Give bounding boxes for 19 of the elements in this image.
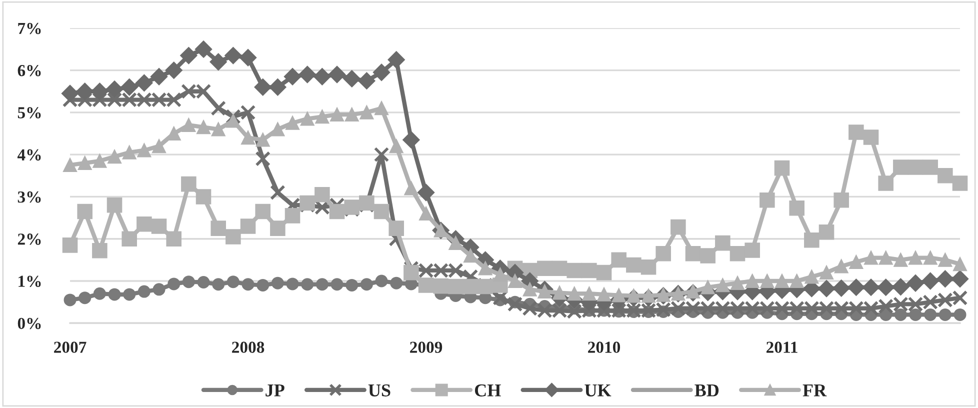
legend-label: BD xyxy=(694,384,719,396)
legend-label: US xyxy=(368,384,390,396)
x-tick-label: 2009 xyxy=(410,342,442,353)
y-tick-label: 5% xyxy=(18,107,41,118)
y-tick-label: 2% xyxy=(18,234,41,245)
y-tick-label: 6% xyxy=(18,64,41,76)
y-tick-label: 3% xyxy=(18,191,41,203)
legend-label: JP xyxy=(266,384,284,396)
legend-label: CH xyxy=(474,384,501,396)
legend-label: FR xyxy=(802,384,827,396)
x-tick-label: 2008 xyxy=(232,342,264,353)
y-tick-label: 0% xyxy=(18,318,41,330)
legend-label: UK xyxy=(584,384,612,396)
x-tick-label: 2007 xyxy=(54,342,86,353)
y-tick-label: 1% xyxy=(18,276,41,287)
x-tick-label: 2011 xyxy=(766,342,798,353)
y-tick-label: 4% xyxy=(17,149,41,161)
x-tick-label: 2010 xyxy=(588,342,620,353)
y-tick-label: 7% xyxy=(18,22,41,34)
